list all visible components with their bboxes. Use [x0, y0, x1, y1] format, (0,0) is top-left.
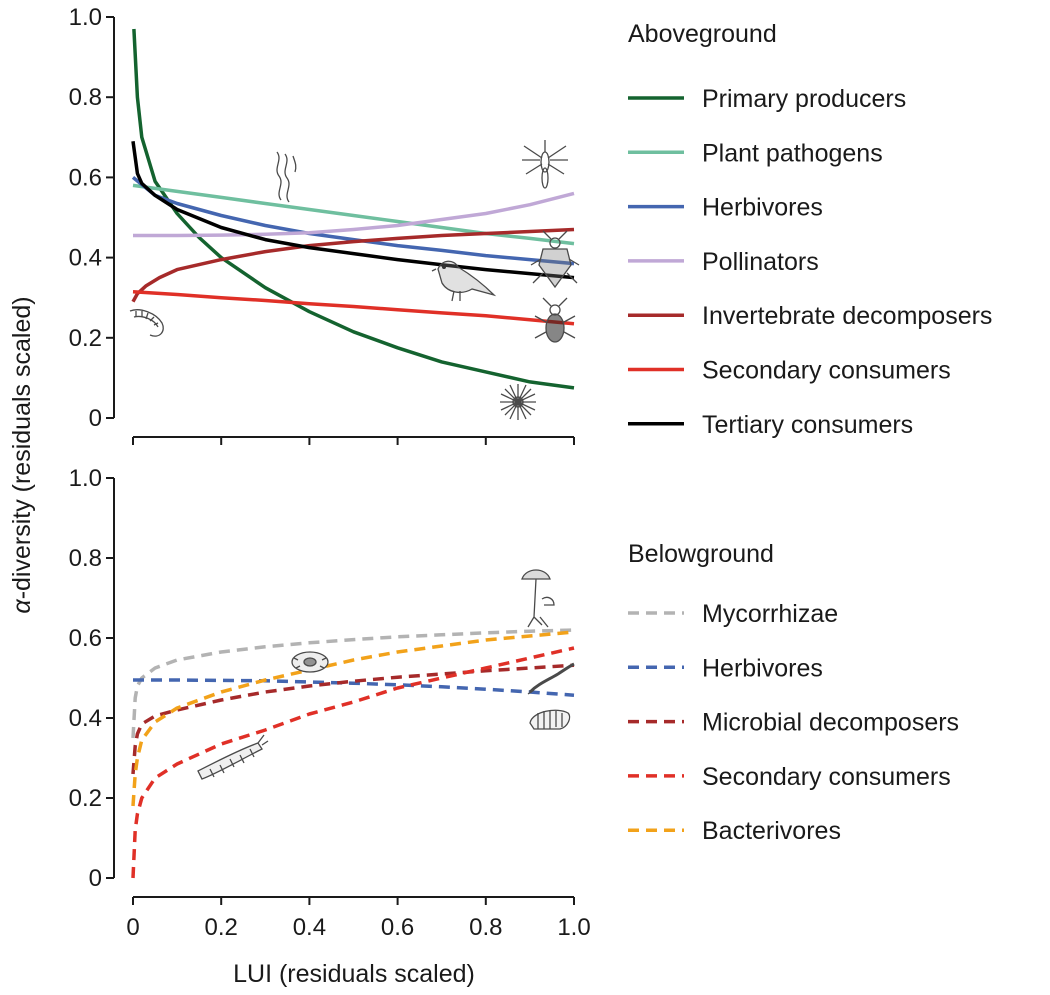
bottom-legend-label-bacterivores: Bacterivores: [702, 817, 841, 845]
xtick-label: 0.6: [381, 914, 414, 941]
bottom-ytick-label: 0.2: [69, 785, 102, 812]
top-series-primary-producers: [132, 28, 575, 390]
top-ytick-label: 0: [89, 405, 102, 432]
top-series-plant-pathogens: [132, 183, 575, 246]
illustrations: [129, 140, 580, 780]
top-series-tertiary-consumers: [131, 141, 575, 280]
top-series-pollinators: [133, 191, 575, 238]
bottom-panel: 0 0.2 0.4 0.6 0.8 1.0 0 0.2 0.4 0.6 0.8 1.0 Belowg…: [69, 465, 959, 941]
top-legend-label-pollinators: Pollinators: [702, 248, 819, 276]
protozoan-icon: [291, 651, 329, 673]
mosquito-icon: [522, 140, 568, 189]
y-axis-title-text: -diversity (residuals scaled): [8, 296, 36, 599]
xtick-label: 0.4: [293, 914, 326, 941]
nematode-icon: [527, 662, 575, 695]
y-axis-title-symbol: α: [8, 599, 36, 614]
bottom-series-mycorrhizae: [131, 628, 575, 739]
xtick-label: 0: [126, 914, 139, 941]
bottom-legend-label-secondary-consumers: Secondary consumers: [702, 763, 951, 791]
bottom-legend-label-herbivores: Herbivores: [702, 654, 823, 682]
top-panel: 0 0.2 0.4 0.6 0.8 1.0 Aboveground Primary pro…: [69, 4, 992, 445]
mushroom-icon: [521, 569, 555, 628]
bottom-series-bacterivores: [131, 630, 575, 807]
bird-icon: [431, 260, 497, 302]
legend-title-aboveground: Aboveground: [628, 20, 777, 48]
flower-icon: [500, 384, 536, 420]
bottom-ytick-label: 0.4: [69, 705, 102, 732]
top-series-secondary-consumers: [132, 289, 575, 326]
bottom-ytick-label: 0: [89, 865, 102, 892]
grub-icon: [529, 709, 571, 730]
millipede-icon: [129, 309, 164, 337]
bottom-ytick-label: 1.0: [69, 465, 102, 492]
bacterium-icon: [276, 151, 297, 203]
bottom-series-herbivores: [133, 678, 575, 697]
top-legend-label-herbivores: Herbivores: [702, 194, 823, 222]
top-ytick-label: 0.8: [69, 84, 102, 111]
xtick-label: 0.2: [205, 914, 238, 941]
collembola-icon: [197, 734, 269, 780]
top-series-invertebrate-decomposers: [131, 227, 575, 303]
top-ytick-label: 0.6: [69, 164, 102, 191]
legend-title-belowground: Belowground: [628, 540, 774, 568]
top-legend-label-plant-pathogens: Plant pathogens: [702, 139, 883, 167]
x-axis-title: LUI (residuals scaled): [233, 960, 475, 988]
xtick-label: 1.0: [557, 914, 590, 941]
top-legend-label-primary-producers: Primary producers: [702, 85, 906, 113]
bottom-legend-label-mycorrhizae: Mycorrhizae: [702, 600, 838, 628]
xtick-label: 0.8: [469, 914, 502, 941]
top-ytick-label: 0.4: [69, 245, 102, 272]
top-legend-label-invertebrate-decomposers: Invertebrate decomposers: [702, 302, 992, 330]
stink-bug-icon: [530, 230, 580, 289]
bottom-series-secondary-consumers: [131, 646, 575, 879]
ground-beetle-icon: [534, 297, 576, 343]
top-ytick-label: 0.2: [69, 325, 102, 352]
top-ytick-label: 1.0: [69, 4, 102, 31]
top-series-herbivores: [131, 176, 575, 266]
top-legend-label-tertiary-consumers: Tertiary consumers: [702, 411, 913, 439]
top-legend-label-secondary-consumers: Secondary consumers: [702, 357, 951, 385]
y-axis-title: α-diversity (residuals scaled): [8, 296, 36, 613]
bottom-ytick-label: 0.8: [69, 545, 102, 572]
bottom-legend-label-microbial-decomposers: Microbial decomposers: [702, 709, 959, 737]
bottom-ytick-label: 0.6: [69, 625, 102, 652]
